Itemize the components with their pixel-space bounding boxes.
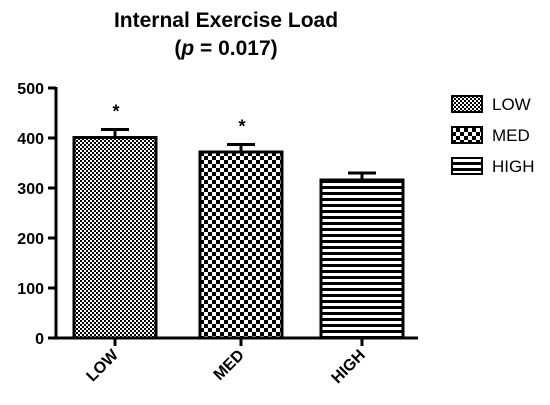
chart-subtitle: (p = 0.017) — [174, 37, 277, 60]
y-tick-label: 400 — [17, 131, 44, 148]
legend: LOW MED HIGH — [451, 95, 535, 176]
legend-swatch-med — [451, 126, 483, 144]
y-tick-label: 500 — [17, 81, 44, 98]
x-axis: LOW MED HIGH — [54, 336, 418, 387]
legend-label-high: HIGH — [492, 157, 535, 176]
legend-swatch-high — [451, 157, 483, 175]
legend-swatch-low — [451, 95, 483, 113]
x-tick-label-med: MED — [211, 347, 248, 384]
y-tick-label: 0 — [35, 331, 44, 348]
x-tick-label-high: HIGH — [329, 347, 369, 387]
bar-med — [198, 150, 284, 340]
bar-high — [319, 178, 405, 340]
legend-label-low: LOW — [492, 95, 531, 114]
y-axis: 0 100 200 300 400 500 — [17, 81, 58, 348]
subtitle-rest: = 0.017) — [194, 37, 277, 60]
significance-marker-med: * — [238, 117, 245, 137]
subtitle-p: p — [180, 37, 194, 60]
legend-label-med: MED — [492, 126, 530, 145]
significance-marker-low: * — [112, 102, 119, 122]
bars-group: ** — [72, 102, 405, 340]
bar-low — [72, 136, 158, 340]
y-tick-label: 100 — [17, 281, 44, 298]
subtitle-open: ( — [174, 37, 181, 60]
y-tick-label: 200 — [17, 231, 44, 248]
x-tick-label-low: LOW — [83, 346, 122, 385]
y-tick-label: 300 — [17, 181, 44, 198]
chart-title: Internal Exercise Load — [114, 9, 338, 32]
